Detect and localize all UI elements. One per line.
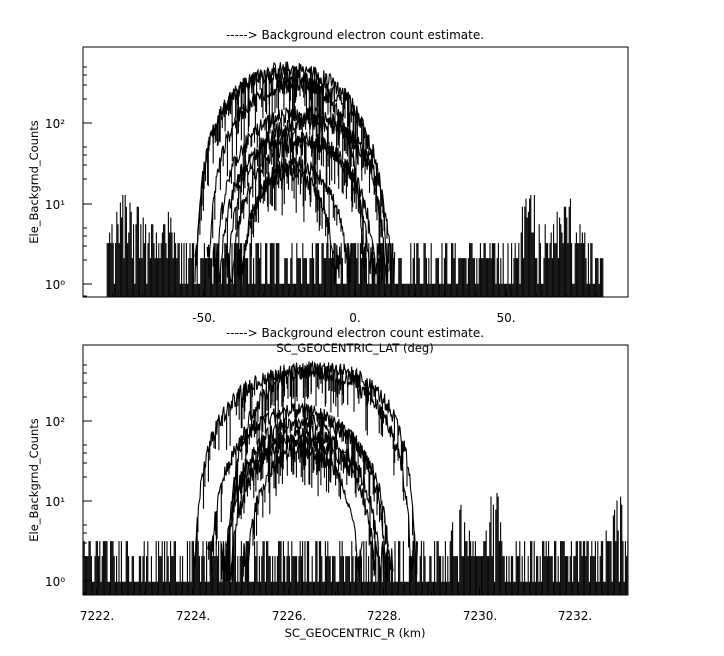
panel-2-x-tick-label: 7228. [367,609,401,623]
noise-floor-spikes [106,195,604,297]
panel-1-x-axis-label: SC_GEOCENTRIC_LAT (deg) [276,341,433,355]
series-trace [221,413,394,582]
panel-1-x-tick-label: 0. [349,311,360,325]
series-trace [192,362,414,582]
panel-2-y-tick-label: 10² [45,415,65,429]
series-trace [242,441,363,582]
panel-1-y-ticks [83,66,92,297]
panel-2-x-tick-label: 7226. [272,609,306,623]
panel-1-y-tick-label: 10² [45,117,65,131]
panel-1-data [106,61,604,297]
panel-1-y-tick-label: 10⁰ [45,278,65,292]
panel-2-data [82,360,629,595]
panel-2-x-tick-label: 7230. [463,609,497,623]
panel-1: -----> Background electron count estimat… [27,28,629,355]
panel-2-x-axis-label: SC_GEOCENTRIC_R (km) [285,626,426,640]
series-trace [236,164,341,284]
panel-2-x-tick-label: 7222. [80,609,114,623]
panel-2: -----> Background electron count estimat… [27,326,629,640]
panel-1-y-axis-label: Ele_Backgrnd_Counts [27,120,41,244]
panel-1-x-ticks [112,290,597,297]
series-trace [194,67,365,283]
panel-1-y-tick-label: 10¹ [45,198,65,212]
panel-2-title: -----> Background electron count estimat… [226,326,484,340]
panel-2-x-tick-label: 7224. [176,609,210,623]
panel-1-x-tick-label: 50. [496,311,515,325]
panel-1-title: -----> Background electron count estimat… [226,28,484,42]
panel-2-x-ticks [96,588,624,595]
panel-2-y-tick-label: 10¹ [45,495,65,509]
panel-2-y-ticks [83,364,92,594]
panel-1-x-tick-label: -50. [192,311,215,325]
series-trace [206,76,389,284]
panel-2-plot-frame [82,344,629,596]
panel-2-y-axis-label: Ele_Backgrnd_Counts [27,418,41,542]
panel-2-y-tick-label: 10⁰ [45,575,65,589]
series-trace [221,424,385,582]
series-trace [227,135,381,284]
panel-2-x-tick-label: 7232. [558,609,592,623]
